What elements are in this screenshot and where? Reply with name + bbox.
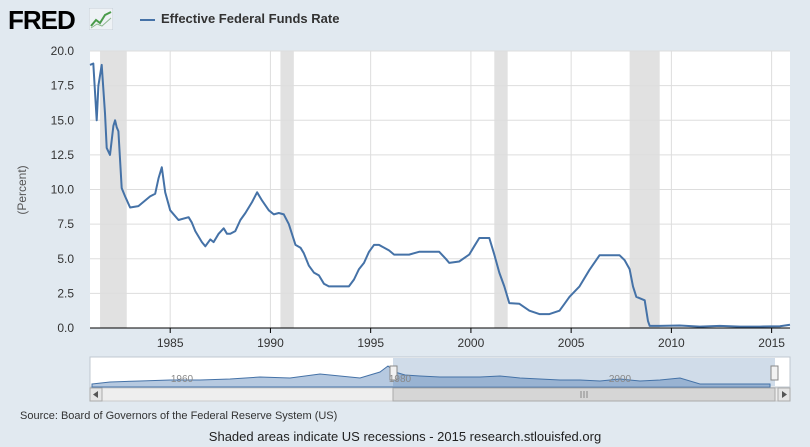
- x-tick-label: 2010: [658, 336, 685, 350]
- chart: 0.0 2.5 5.0 7.5 10.0 12.5 15.0 17.5 20.0 1985 199…: [15, 44, 791, 402]
- x-tick-label: 1990: [257, 336, 284, 350]
- x-tick-label: 1985: [157, 336, 184, 350]
- arrow-left-icon: [93, 391, 98, 398]
- navigator-series-area: [91, 365, 771, 388]
- x-tick-label: 1995: [357, 336, 384, 350]
- navigator-label: 1980: [389, 374, 412, 385]
- y-tick-label: 12.5: [51, 148, 75, 162]
- legend-swatch: [140, 18, 155, 21]
- x-tick-label: 2005: [558, 336, 585, 350]
- chart-legend[interactable]: Effective Federal Funds Rate: [140, 11, 339, 26]
- scrollbar[interactable]: [89, 387, 791, 402]
- navigator[interactable]: 1960 1980 2000: [89, 356, 791, 388]
- recession-note: Shaded areas indicate US recessions - 20…: [208, 429, 602, 444]
- line-chart-icon: [89, 8, 113, 30]
- navigator-selection[interactable]: [393, 358, 775, 386]
- y-tick-label: 15.0: [51, 113, 75, 127]
- series-line[interactable]: [89, 62, 791, 328]
- navigator-handle-right[interactable]: [770, 365, 779, 381]
- navigator-handle-left[interactable]: [389, 365, 398, 381]
- y-tick-label: 7.5: [57, 217, 74, 231]
- source-text: Source: Board of Governors of the Federa…: [20, 410, 338, 422]
- y-tick-label: 17.5: [51, 79, 75, 93]
- grip-icon: [580, 391, 588, 398]
- series-layer: [89, 62, 791, 328]
- navigator-label: 1960: [171, 374, 194, 385]
- x-tick-label: 2000: [458, 336, 485, 350]
- y-axis-label: (Percent): [15, 165, 29, 214]
- y-tick-labels: 0.0 2.5 5.0 7.5 10.0 12.5 15.0 17.5 20.0: [51, 44, 75, 335]
- header: FRED Effective Federal Funds Rate: [0, 0, 810, 44]
- y-tick-label: 20.0: [51, 44, 75, 58]
- y-tick-label: 2.5: [57, 286, 74, 300]
- y-tick-label: 10.0: [51, 183, 75, 197]
- fred-logo[interactable]: FRED: [8, 5, 76, 35]
- arrow-right-icon: [782, 391, 787, 398]
- x-tick-label: 2015: [758, 336, 785, 350]
- legend-label: Effective Federal Funds Rate: [161, 11, 340, 26]
- y-tick-label: 0.0: [57, 321, 74, 335]
- y-tick-label: 5.0: [57, 252, 74, 266]
- navigator-label: 2000: [609, 374, 632, 385]
- x-tick-labels: 1985 1990 1995 2000 2005 2010 2015: [157, 328, 785, 350]
